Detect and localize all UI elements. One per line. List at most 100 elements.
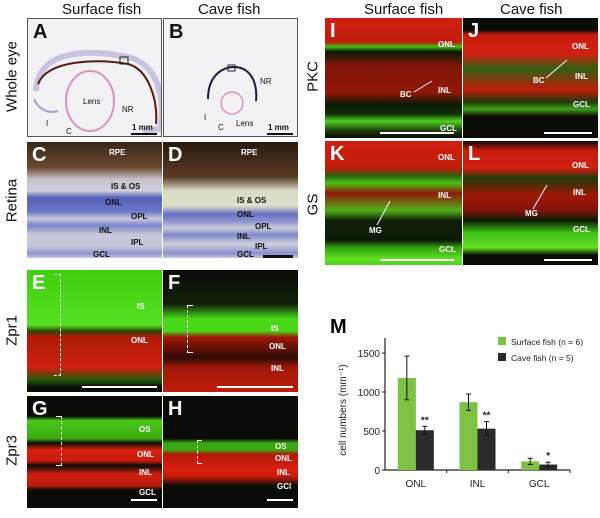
y-tick-label: 1500	[358, 349, 381, 360]
panel-letter-m: M	[330, 316, 347, 338]
panel-a-surface-whole-eye: A Lens NR I C 1 mm	[27, 18, 162, 137]
panel-l-cave-gs: L ONL INL MG GCL	[463, 141, 598, 265]
significance-marker: *	[546, 451, 550, 462]
panel-letter: K	[330, 143, 345, 165]
label-mg: MG	[369, 226, 382, 235]
label-gcl: GCl	[277, 482, 292, 491]
x-tick-label: ONL	[406, 479, 427, 490]
label-rpe: RPE	[109, 148, 126, 157]
label-inl: INL	[271, 364, 284, 373]
panel-f-cave-zpr1: F IS ONL INL	[163, 270, 298, 392]
label-nr: NR	[260, 77, 272, 86]
label-gcl: GCL	[573, 225, 590, 234]
label-onl: ONL	[237, 210, 254, 219]
layer-bracket	[197, 440, 202, 464]
panel-h-cave-zpr3: H OS ONL INL GCl	[163, 396, 298, 508]
label-gcl: GCL	[440, 124, 457, 133]
panel-letter: A	[33, 21, 48, 43]
scale-bar	[267, 133, 293, 135]
scale-bar-label: 1 mm	[132, 123, 153, 132]
panel-k-surface-gs: K ONL INL MG GCL	[325, 141, 462, 265]
scale-bar	[82, 386, 157, 388]
label-onl: ONL	[137, 450, 154, 459]
row-label-pkc: PKC	[304, 61, 322, 92]
label-gcl: GCL	[237, 250, 254, 258]
label-gcl: GCL	[93, 250, 110, 258]
y-tick-label: 1000	[358, 388, 381, 399]
label-is-os: IS & OS	[111, 182, 141, 191]
scale-bar-label: 1 mm	[268, 123, 289, 132]
panel-j-cave-pkc: J ONL BC INL GCL	[463, 18, 598, 138]
label-is: IS	[271, 324, 279, 333]
label-onl: ONL	[275, 454, 292, 463]
scale-bar	[131, 133, 157, 135]
panel-c-surface-retina: C RPE IS & OS ONL OPL INL IPL GCL	[27, 142, 162, 258]
bar-gcl-surface	[521, 461, 540, 470]
label-inl: INL	[99, 226, 112, 235]
x-tick-label: GCL	[529, 479, 550, 490]
panel-b-cave-whole-eye: B NR I C Lens 1 mm	[163, 18, 298, 137]
pointer-line	[532, 184, 548, 210]
label-os: OS	[275, 442, 287, 451]
label-inl: INL	[277, 468, 290, 477]
label-is: IS	[137, 302, 145, 311]
panel-letter: G	[32, 398, 48, 420]
pointer-line	[545, 59, 568, 79]
legend-swatch	[498, 353, 506, 361]
scale-bar	[544, 259, 592, 261]
label-inl: INL	[438, 191, 451, 200]
panel-letter: J	[468, 20, 480, 42]
eye-section-image	[33, 49, 161, 134]
col-header-cave-fish-right: Cave fish	[500, 1, 563, 18]
label-inl: INL	[139, 468, 152, 477]
col-header-surface-fish: Surface fish	[62, 1, 142, 18]
label-os: OS	[139, 425, 151, 434]
panel-letter: F	[168, 272, 181, 294]
bar-onl-surface	[397, 377, 416, 470]
row-label-zpr3: Zpr3	[3, 435, 21, 466]
scale-bar	[217, 386, 293, 388]
label-i: I	[46, 119, 49, 128]
label-inl: INL	[573, 188, 586, 197]
layer-bracket	[56, 416, 62, 466]
scale-bar	[380, 132, 454, 134]
panel-letter: C	[32, 144, 47, 166]
panel-i-surface-pkc: I ONL BC INL GCL	[325, 18, 462, 138]
panel-letter: E	[32, 272, 46, 294]
panel-letter: I	[330, 20, 336, 42]
label-lens: Lens	[83, 97, 101, 106]
scale-bar	[380, 259, 454, 261]
scale-bar	[544, 132, 592, 134]
panel-letter: B	[169, 21, 184, 43]
label-bc: BC	[400, 90, 412, 99]
panel-e-surface-zpr1: E IS ONL	[27, 270, 162, 392]
label-lens: Lens	[236, 119, 254, 128]
panel-d-cave-retina: D RPE IS & OS ONL OPL INL IPL GCL	[163, 142, 298, 258]
label-inl: INL	[237, 232, 250, 241]
row-label-retina: Retina	[3, 178, 21, 223]
label-gcl: GCL	[439, 245, 456, 254]
x-tick-label: INL	[470, 479, 486, 490]
pointer-line	[413, 80, 433, 93]
label-inl: INL	[438, 86, 451, 95]
label-gcl: GCL	[573, 100, 590, 109]
label-onl: ONL	[438, 153, 455, 162]
layer-bracket	[187, 305, 193, 353]
label-mg: MG	[525, 209, 538, 218]
legend-label: Surface fish (n = 6)	[511, 337, 583, 347]
col-header-surface-fish-right: Surface fish	[364, 1, 444, 18]
bar-chart-cell-numbers: 0 500 1000 1500 cell numbers (mm⁻¹) ONL ** INL *…	[338, 337, 583, 490]
scale-bar	[263, 255, 293, 258]
label-c: C	[218, 123, 224, 132]
panel-letter: H	[168, 398, 183, 420]
eye-section-image	[207, 64, 258, 115]
significance-marker: **	[421, 415, 429, 426]
label-onl: ONL	[269, 342, 286, 351]
panel-letter: D	[168, 144, 183, 166]
label-nr: NR	[122, 105, 134, 114]
col-header-cave-fish: Cave fish	[198, 1, 261, 18]
panel-g-surface-zpr3: G OS ONL INL GCL	[27, 396, 162, 508]
label-onl: ONL	[105, 198, 122, 207]
y-tick-label: 500	[363, 427, 380, 438]
scale-bar	[131, 499, 157, 501]
